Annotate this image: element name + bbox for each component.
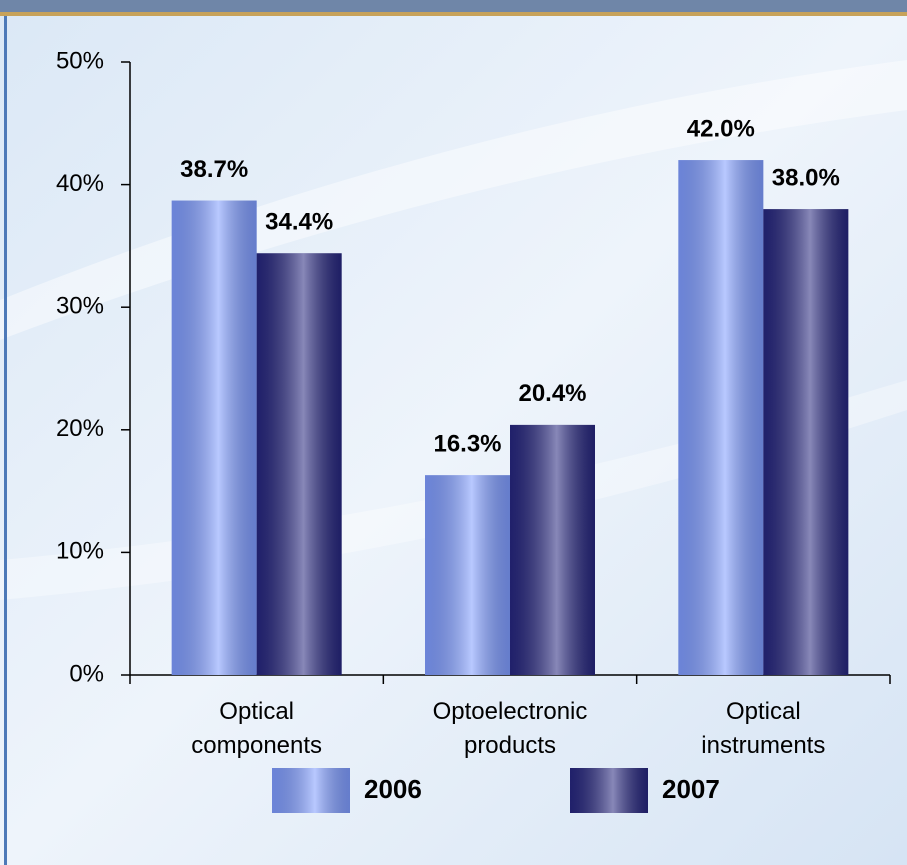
y-tick-label: 0% (69, 660, 104, 687)
top-accent (0, 12, 907, 16)
data-label: 38.7% (180, 156, 248, 183)
bar-shade (256, 253, 342, 676)
bar-shade (425, 475, 510, 675)
top-bar (0, 0, 907, 12)
legend-label: 2007 (662, 774, 720, 804)
y-tick-label: 20% (56, 415, 104, 442)
legend-label: 2006 (364, 774, 422, 804)
bar-shade (678, 160, 764, 675)
bar-shade (171, 200, 257, 675)
swoosh (0, 60, 907, 340)
y-tick-label: 40% (56, 170, 104, 197)
data-label: 42.0% (687, 115, 755, 142)
bar-shade (510, 424, 595, 675)
y-tick-label: 10% (56, 538, 104, 565)
y-tick-label: 30% (56, 293, 104, 320)
left-border (4, 16, 7, 865)
x-tick-label: Optical components (191, 698, 323, 759)
x-tick-label: Optical instruments (701, 698, 826, 759)
data-label: 34.4% (265, 209, 333, 236)
legend-swatch-shade (272, 768, 350, 813)
x-tick-label: Optoelectronic products (432, 698, 588, 759)
y-tick-label: 50% (56, 47, 104, 74)
data-label: 16.3% (433, 431, 501, 458)
legend-swatch-shade (570, 768, 648, 813)
bar-shade (763, 209, 849, 675)
data-label: 20.4% (518, 380, 586, 407)
data-label: 38.0% (772, 164, 840, 191)
